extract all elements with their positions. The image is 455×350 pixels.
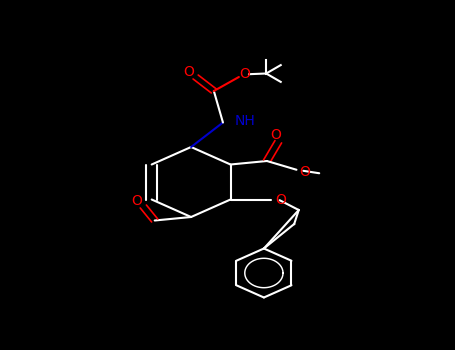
Text: O: O	[183, 65, 194, 79]
Text: O: O	[299, 164, 310, 178]
Text: O: O	[275, 193, 286, 206]
Text: O: O	[271, 128, 282, 142]
Text: NH: NH	[234, 114, 255, 128]
Text: O: O	[239, 66, 250, 80]
Text: O: O	[131, 194, 142, 208]
